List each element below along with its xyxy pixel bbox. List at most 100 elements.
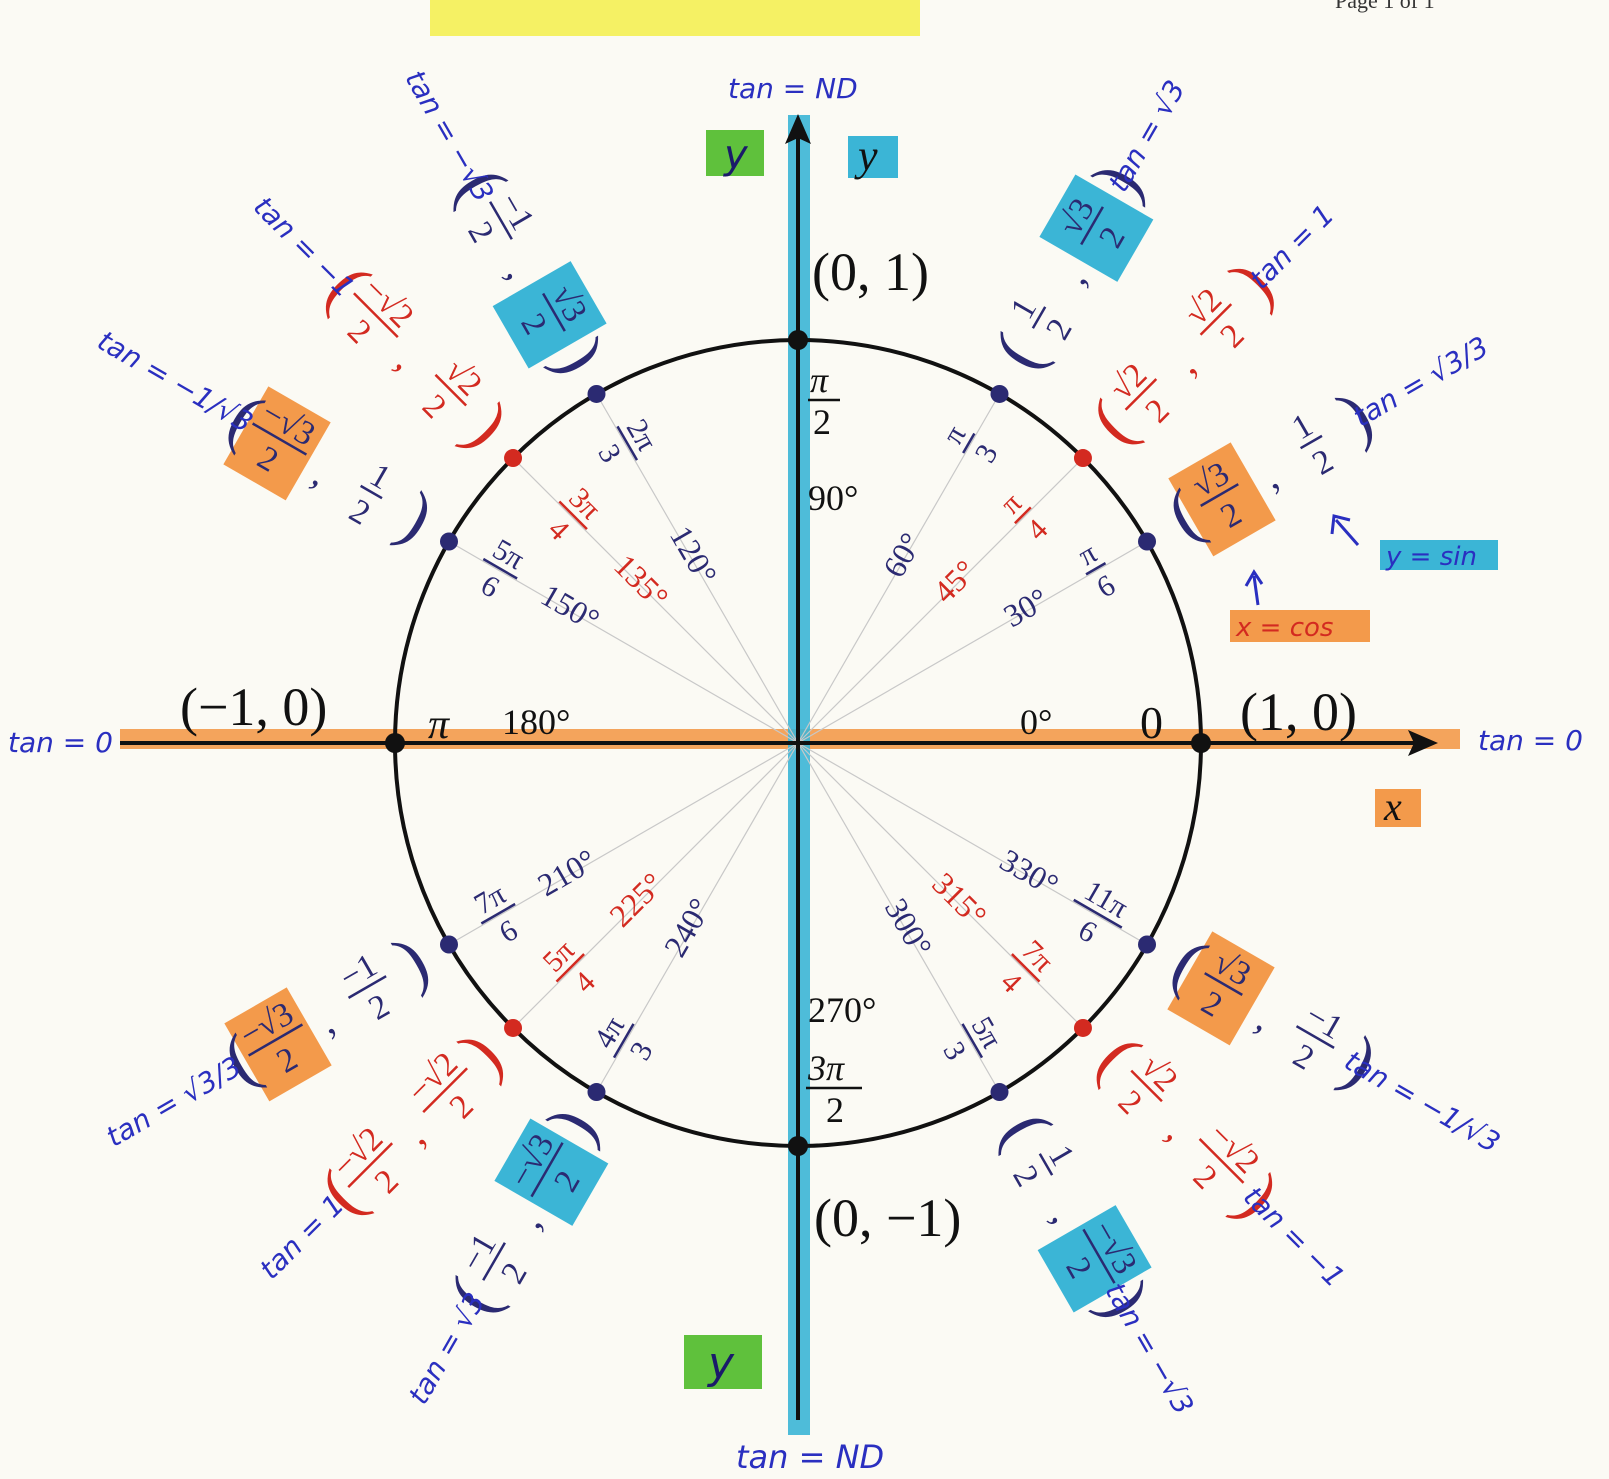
angle-150-x-highlight — [223, 386, 331, 501]
degree-top: 90° — [808, 478, 858, 518]
tan-left: tan = 0 — [8, 726, 113, 759]
radian-bottom-den: 2 — [826, 1090, 844, 1130]
degree-left: 180° — [502, 702, 570, 742]
sin-legend-highlight — [1380, 540, 1498, 570]
angle-45-tan-label: tan = 1 — [1243, 198, 1341, 296]
radian-bottom-num: 3π — [807, 1048, 845, 1088]
angle-210-degree-label: 210° — [531, 842, 602, 904]
angle-225-radian-label-denominator: 4 — [568, 965, 602, 999]
angle-150-y-value: 12 — [343, 457, 397, 533]
point-0 — [1191, 733, 1211, 753]
angle-210-point — [439, 935, 458, 954]
radian-top-den: 2 — [813, 402, 831, 442]
angle-210-y-value-denominator: 2 — [362, 987, 395, 1028]
angle-315-guide-line — [797, 742, 1084, 1029]
angle-60-coordinate: (12,√32) — [979, 151, 1156, 381]
sin-legend-arrow — [1330, 514, 1360, 546]
angle-330-y-value-bar — [1295, 1025, 1335, 1049]
angle-45-radian-label-denominator: 4 — [1020, 513, 1054, 547]
angle-30-y-value-denominator: 2 — [1306, 442, 1339, 483]
angle-210-close-paren: ) — [382, 922, 441, 1000]
angle-135-guide-line — [512, 457, 799, 744]
angle-240-x-value-denominator: 2 — [494, 1257, 535, 1290]
cos-legend-label: x = cos — [1235, 613, 1333, 643]
angle-45-comma: , — [1165, 343, 1204, 382]
sin-legend-label: y = sin — [1385, 542, 1477, 572]
y-axis-arrowhead — [785, 114, 811, 144]
x-axis-label: x — [1383, 784, 1402, 829]
angle-30-radian-label-bar — [1085, 562, 1107, 576]
y-label-handwritten-top: y — [723, 132, 749, 178]
angle-315-x-value-bar — [1130, 1069, 1163, 1103]
title-highlight-strip — [430, 0, 920, 36]
y-axis-label: y — [854, 131, 878, 180]
angle-30-x-value-bar — [1200, 483, 1239, 507]
angle-330-radian-label-bar — [1073, 898, 1123, 929]
angle-150-tan-label: tan = −1/√3 — [92, 324, 259, 439]
angle-150-x-value-bar — [252, 422, 308, 456]
angle-60-radian-label-denominator: 3 — [968, 439, 1004, 468]
angle-315-y-value-denominator: 2 — [1186, 1158, 1224, 1196]
angle-210-guide-line — [448, 742, 799, 946]
angle-45-guide-line — [797, 457, 1084, 744]
angle-120-radian-label-bar — [616, 425, 639, 461]
angle-300-x-value-bar — [1038, 1153, 1054, 1176]
angle-150-close-paren: ) — [387, 478, 446, 556]
angle-225-guide-line — [512, 742, 799, 1029]
page-label: Page 1 of 1 — [1335, 0, 1435, 13]
angle-210-y-value: −12 — [334, 947, 396, 1028]
angle-60-x-value-bar — [1031, 306, 1047, 329]
angle-30-y-value: 12 — [1286, 407, 1340, 483]
angle-30-y-value-bar — [1299, 434, 1323, 450]
degree-bottom: 270° — [808, 990, 876, 1030]
angle-150-y-value-denominator: 2 — [343, 492, 376, 533]
y-label-highlight — [848, 136, 898, 178]
angle-315-degree-label: 315° — [925, 865, 993, 933]
y-label-green-bottom-highlight — [684, 1335, 762, 1389]
angle-30-degree-label: 30° — [997, 581, 1054, 635]
angle-135-radian-label-denominator: 4 — [542, 513, 576, 547]
angle-30-guide-line — [797, 540, 1148, 744]
angle-60-tan-label: tan = √3 — [1102, 75, 1192, 198]
angle-330-x-highlight — [1167, 931, 1275, 1046]
angle-225-y-value-denominator: 2 — [443, 1088, 481, 1126]
angle-330-radian-label-denominator: 6 — [1073, 913, 1102, 949]
angle-330-guide-line — [797, 742, 1148, 946]
angle-120-y-highlight — [492, 261, 607, 369]
angle-45-y-value-denominator: 2 — [1213, 317, 1251, 355]
angle-60-y-highlight — [1039, 174, 1154, 282]
angle-300-y-value-bar — [1082, 1228, 1116, 1284]
angle-60-y-value-bar — [1080, 206, 1104, 246]
x-label-highlight — [1375, 789, 1421, 827]
angle-150-y-value-bar — [359, 484, 383, 500]
tan-right: tan = 0 — [1478, 724, 1583, 757]
angle-150-degree-label: 150° — [535, 577, 606, 639]
angle-45-x-value-bar — [1124, 378, 1158, 411]
angle-120-guide-line — [595, 393, 799, 744]
radian-left: π — [428, 702, 450, 748]
angle-60-x-value-denominator: 2 — [1039, 313, 1080, 346]
angle-240-tan-label: tan = √3 — [402, 1287, 492, 1410]
angle-135-radian-label-bar — [558, 500, 588, 530]
tan-bottom: tan = ND — [736, 1438, 884, 1476]
angle-135-x-value-bar — [353, 292, 399, 339]
angle-150-radian-label-denominator: 6 — [475, 568, 504, 604]
angle-240-degree-label: 240° — [657, 892, 719, 963]
angle-135-degree-label: 135° — [607, 547, 675, 615]
coord-right: (1, 0) — [1240, 682, 1357, 742]
angle-315-y-value-bar — [1198, 1138, 1245, 1184]
angle-330-tan-label: tan = −1/√3 — [1339, 1044, 1506, 1159]
y-label-green-top-highlight — [706, 130, 764, 176]
cos-legend-highlight — [1230, 610, 1370, 642]
angle-120-x-value-denominator: 2 — [460, 216, 501, 249]
angle-120-y-value-bar — [542, 292, 566, 332]
coord-top: (0, 1) — [812, 242, 929, 302]
tan-top: tan = ND — [728, 72, 858, 105]
angle-240-x-value-bar — [482, 1242, 506, 1281]
angle-60-guide-line — [797, 393, 1001, 744]
angle-150-radian-label-bar — [482, 557, 518, 580]
angle-300-y-highlight — [1037, 1205, 1152, 1313]
angle-315-tan-label: tan = −1 — [1237, 1180, 1351, 1294]
point-90 — [788, 330, 808, 350]
angle-240-y-highlight — [494, 1118, 609, 1226]
